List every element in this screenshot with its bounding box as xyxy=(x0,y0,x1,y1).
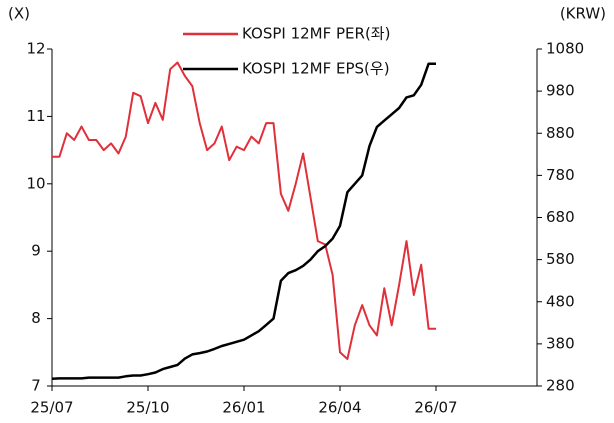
legend-label: KOSPI 12MF PER(좌) xyxy=(242,25,390,43)
y2-tick-label: 780 xyxy=(546,166,575,184)
x-tick-label: 25/10 xyxy=(126,399,169,417)
series-line xyxy=(52,61,436,360)
y2-tick-label: 680 xyxy=(546,208,575,226)
x-tick-label: 26/07 xyxy=(414,399,457,417)
y-tick-label: 10 xyxy=(26,174,45,192)
y-tick-label: 11 xyxy=(26,107,45,125)
x-tick-label: 26/04 xyxy=(318,399,361,417)
y2-unit: (KRW) xyxy=(560,5,606,23)
x-tick-label: 25/07 xyxy=(30,399,73,417)
y2-tick-label: 880 xyxy=(546,124,575,142)
y-tick-label: 7 xyxy=(31,377,41,395)
y2-tick-label: 580 xyxy=(546,250,575,268)
y-tick-label: 9 xyxy=(31,242,41,260)
y-unit: (X) xyxy=(8,5,30,23)
y2-tick-label: 480 xyxy=(546,292,575,310)
y2-tick-label: 380 xyxy=(546,334,575,352)
x-tick-label: 26/01 xyxy=(222,399,265,417)
y-tick-label: 12 xyxy=(26,40,45,58)
y-tick-label: 8 xyxy=(31,309,41,327)
legend-label: KOSPI 12MF EPS(우) xyxy=(242,60,390,78)
y2-tick-label: 280 xyxy=(546,377,575,395)
y2-tick-label: 1080 xyxy=(546,40,584,58)
series-line xyxy=(51,62,436,381)
y2-tick-label: 980 xyxy=(546,82,575,100)
